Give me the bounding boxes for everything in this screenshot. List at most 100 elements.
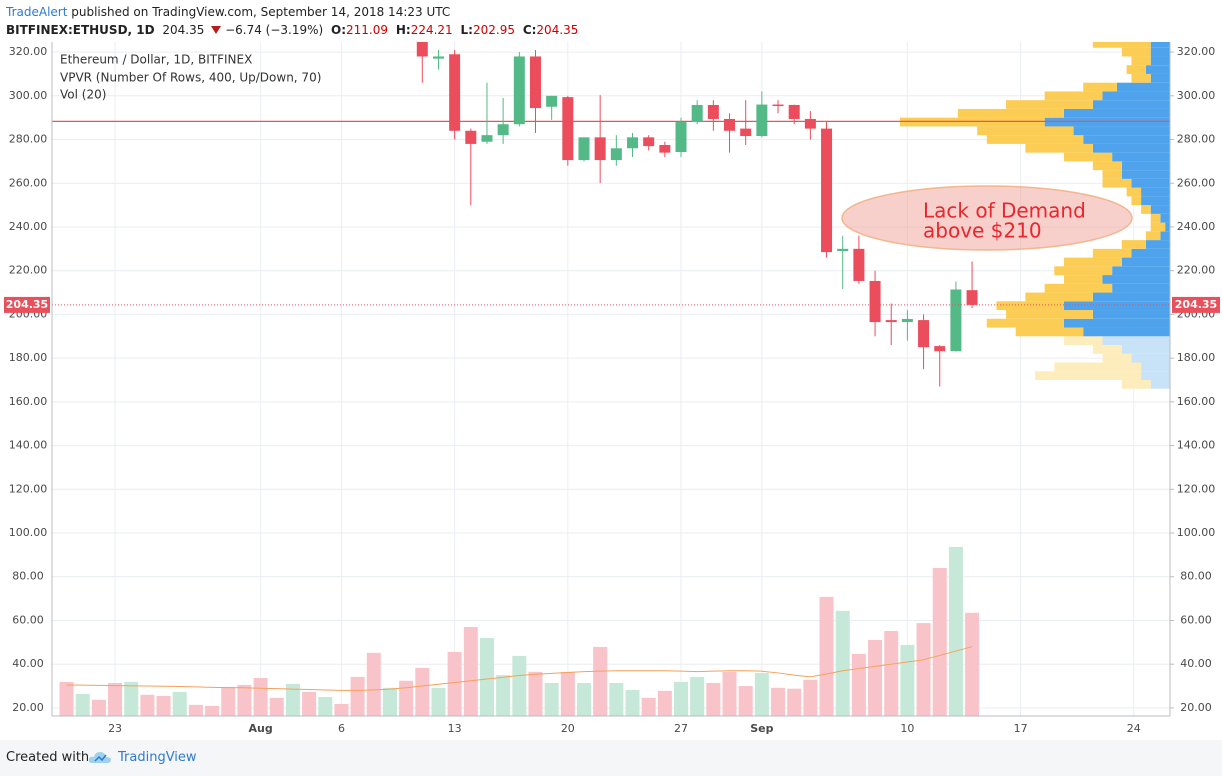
profile-up: [1131, 248, 1170, 258]
volume-bar: [868, 639, 883, 716]
profile-up: [1145, 240, 1170, 249]
volume-bar: [544, 682, 559, 716]
volume-bar: [512, 655, 527, 716]
volume-bar: [447, 651, 462, 716]
candle-body: [432, 56, 444, 59]
profile-up: [1121, 170, 1170, 179]
profile-up: [1102, 275, 1170, 284]
y-tick-label: 260.00: [9, 176, 48, 189]
profile-down: [1126, 65, 1146, 74]
profile-down: [957, 108, 1064, 118]
y-tick-label: 280.00: [9, 133, 48, 146]
y-tick-label: 40.00: [1180, 657, 1212, 670]
y-tick-label: 300.00: [9, 89, 48, 102]
volume-bar: [900, 644, 915, 716]
volume-bar: [948, 547, 963, 716]
profile-up: [1121, 257, 1170, 267]
annotation-text: above $210: [923, 219, 1042, 243]
volume-bar: [253, 677, 268, 716]
candle-body: [643, 137, 655, 147]
volume-bar: [560, 671, 575, 716]
annotation-text: Lack of Demand: [923, 199, 1086, 223]
profile-down: [977, 126, 1074, 136]
profile-down: [1092, 345, 1122, 354]
profile-up: [1063, 318, 1170, 328]
published: published on TradingView.com, September …: [71, 5, 451, 19]
price-tag-label: 204.35: [1175, 298, 1217, 311]
indicator-label: VPVR (Number Of Rows, 400, Up/Down, 70): [60, 71, 321, 85]
profile-up: [1165, 222, 1170, 232]
volume-bar: [819, 596, 834, 716]
candle-body: [465, 130, 477, 144]
candle-body: [416, 42, 428, 57]
candle-body: [756, 104, 768, 137]
profile-down: [1083, 82, 1117, 92]
profile-up: [1141, 187, 1170, 197]
y-tick-label: 180.00: [9, 351, 48, 364]
profile-down: [1150, 213, 1161, 223]
x-tick-label: 17: [1014, 722, 1028, 735]
candle-body: [659, 144, 671, 153]
volume-bar: [140, 694, 155, 716]
y-tick-label: 100.00: [1177, 526, 1216, 539]
profile-down: [1145, 231, 1161, 241]
author[interactable]: TradeAlert: [6, 5, 68, 19]
profile-down: [1063, 275, 1103, 284]
profile-down: [1092, 42, 1151, 48]
price-tag-label: 204.35: [6, 298, 48, 311]
candle-body: [724, 118, 736, 131]
volume-ma: [66, 646, 973, 691]
volume-bar: [399, 680, 414, 716]
y-tick-label: 220.00: [1177, 264, 1216, 277]
candle-body: [594, 137, 606, 161]
brand[interactable]: TradingView: [118, 750, 197, 765]
profile-up: [1083, 327, 1170, 337]
volume-bar: [382, 687, 397, 716]
profile-up: [1131, 178, 1170, 188]
volume-bar: [965, 612, 980, 716]
y-tick-label: 80.00: [12, 570, 44, 583]
volume-bar: [884, 630, 899, 716]
volume-bar: [625, 689, 640, 716]
candle-body: [901, 319, 913, 323]
volume-bar: [609, 682, 624, 716]
profile-down: [1063, 336, 1103, 346]
x-tick-label: 24: [1127, 722, 1141, 735]
candle-body: [610, 148, 622, 161]
profile-up: [1112, 283, 1170, 293]
price-tag: [1172, 296, 1220, 313]
profile-up: [1063, 301, 1170, 311]
profile-down: [1102, 353, 1132, 363]
profile-down: [1025, 292, 1093, 302]
profile-up: [1150, 73, 1170, 83]
chart: Lack of Demand above $210 Ethereum / Dol…: [4, 42, 1220, 735]
candle-body: [821, 128, 833, 253]
volume-bar: [205, 705, 220, 716]
candle-body: [740, 128, 752, 137]
price: 204.35: [162, 23, 205, 37]
price-tag: [4, 296, 50, 313]
volume-bar: [722, 671, 737, 716]
profile-down: [1054, 266, 1113, 276]
volume-bar: [108, 682, 123, 716]
y-tick-label: 80.00: [1180, 570, 1212, 583]
candle-body: [675, 122, 687, 152]
y-tick-label: 20.00: [1180, 701, 1212, 714]
profile-down: [1006, 100, 1093, 109]
candle-body: [578, 137, 590, 161]
profile-down: [1121, 380, 1151, 389]
profile-down: [1035, 371, 1142, 380]
profile-down: [1025, 143, 1093, 153]
volume-bar: [496, 675, 511, 716]
volume-bar: [124, 681, 139, 716]
profile-up: [1073, 126, 1170, 136]
candle-body: [804, 118, 816, 129]
profile-up: [1141, 362, 1170, 372]
indicator-label: Vol (20): [60, 88, 106, 102]
candle-body: [837, 248, 849, 252]
candle-body: [950, 289, 962, 352]
profile-down: [1044, 283, 1113, 293]
low-value: 202.95: [472, 23, 515, 37]
x-tick-label: 6: [338, 722, 345, 735]
